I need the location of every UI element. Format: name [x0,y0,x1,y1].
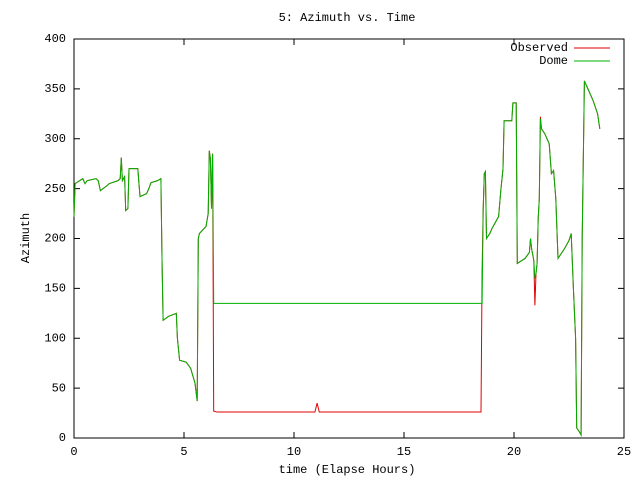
x-tick-label: 10 [287,445,301,459]
y-tick-label: 350 [44,82,66,96]
series-line [73,80,601,437]
legend-label: Observed [510,41,568,55]
y-tick-label: 0 [59,431,66,445]
y-axis-label: Azimuth [19,213,33,263]
chart-title: 5: Azimuth vs. Time [279,11,416,25]
x-tick-label: 25 [617,445,631,459]
x-tick-label: 15 [397,445,411,459]
x-tick-label: 0 [70,445,77,459]
plot-frame [73,38,625,439]
x-tick-label: 5 [180,445,187,459]
y-tick-label: 100 [44,331,66,345]
x-axis-label: time (Elapse Hours) [279,463,416,477]
y-tick-label: 250 [44,182,66,196]
y-tick-label: 300 [44,132,66,146]
y-tick-label: 150 [44,282,66,296]
x-tick-label: 20 [507,445,521,459]
legend-label: Dome [539,54,568,68]
series-line [73,80,601,437]
y-tick-label: 50 [52,381,66,395]
y-tick-label: 400 [44,32,66,46]
y-tick-label: 200 [44,232,66,246]
